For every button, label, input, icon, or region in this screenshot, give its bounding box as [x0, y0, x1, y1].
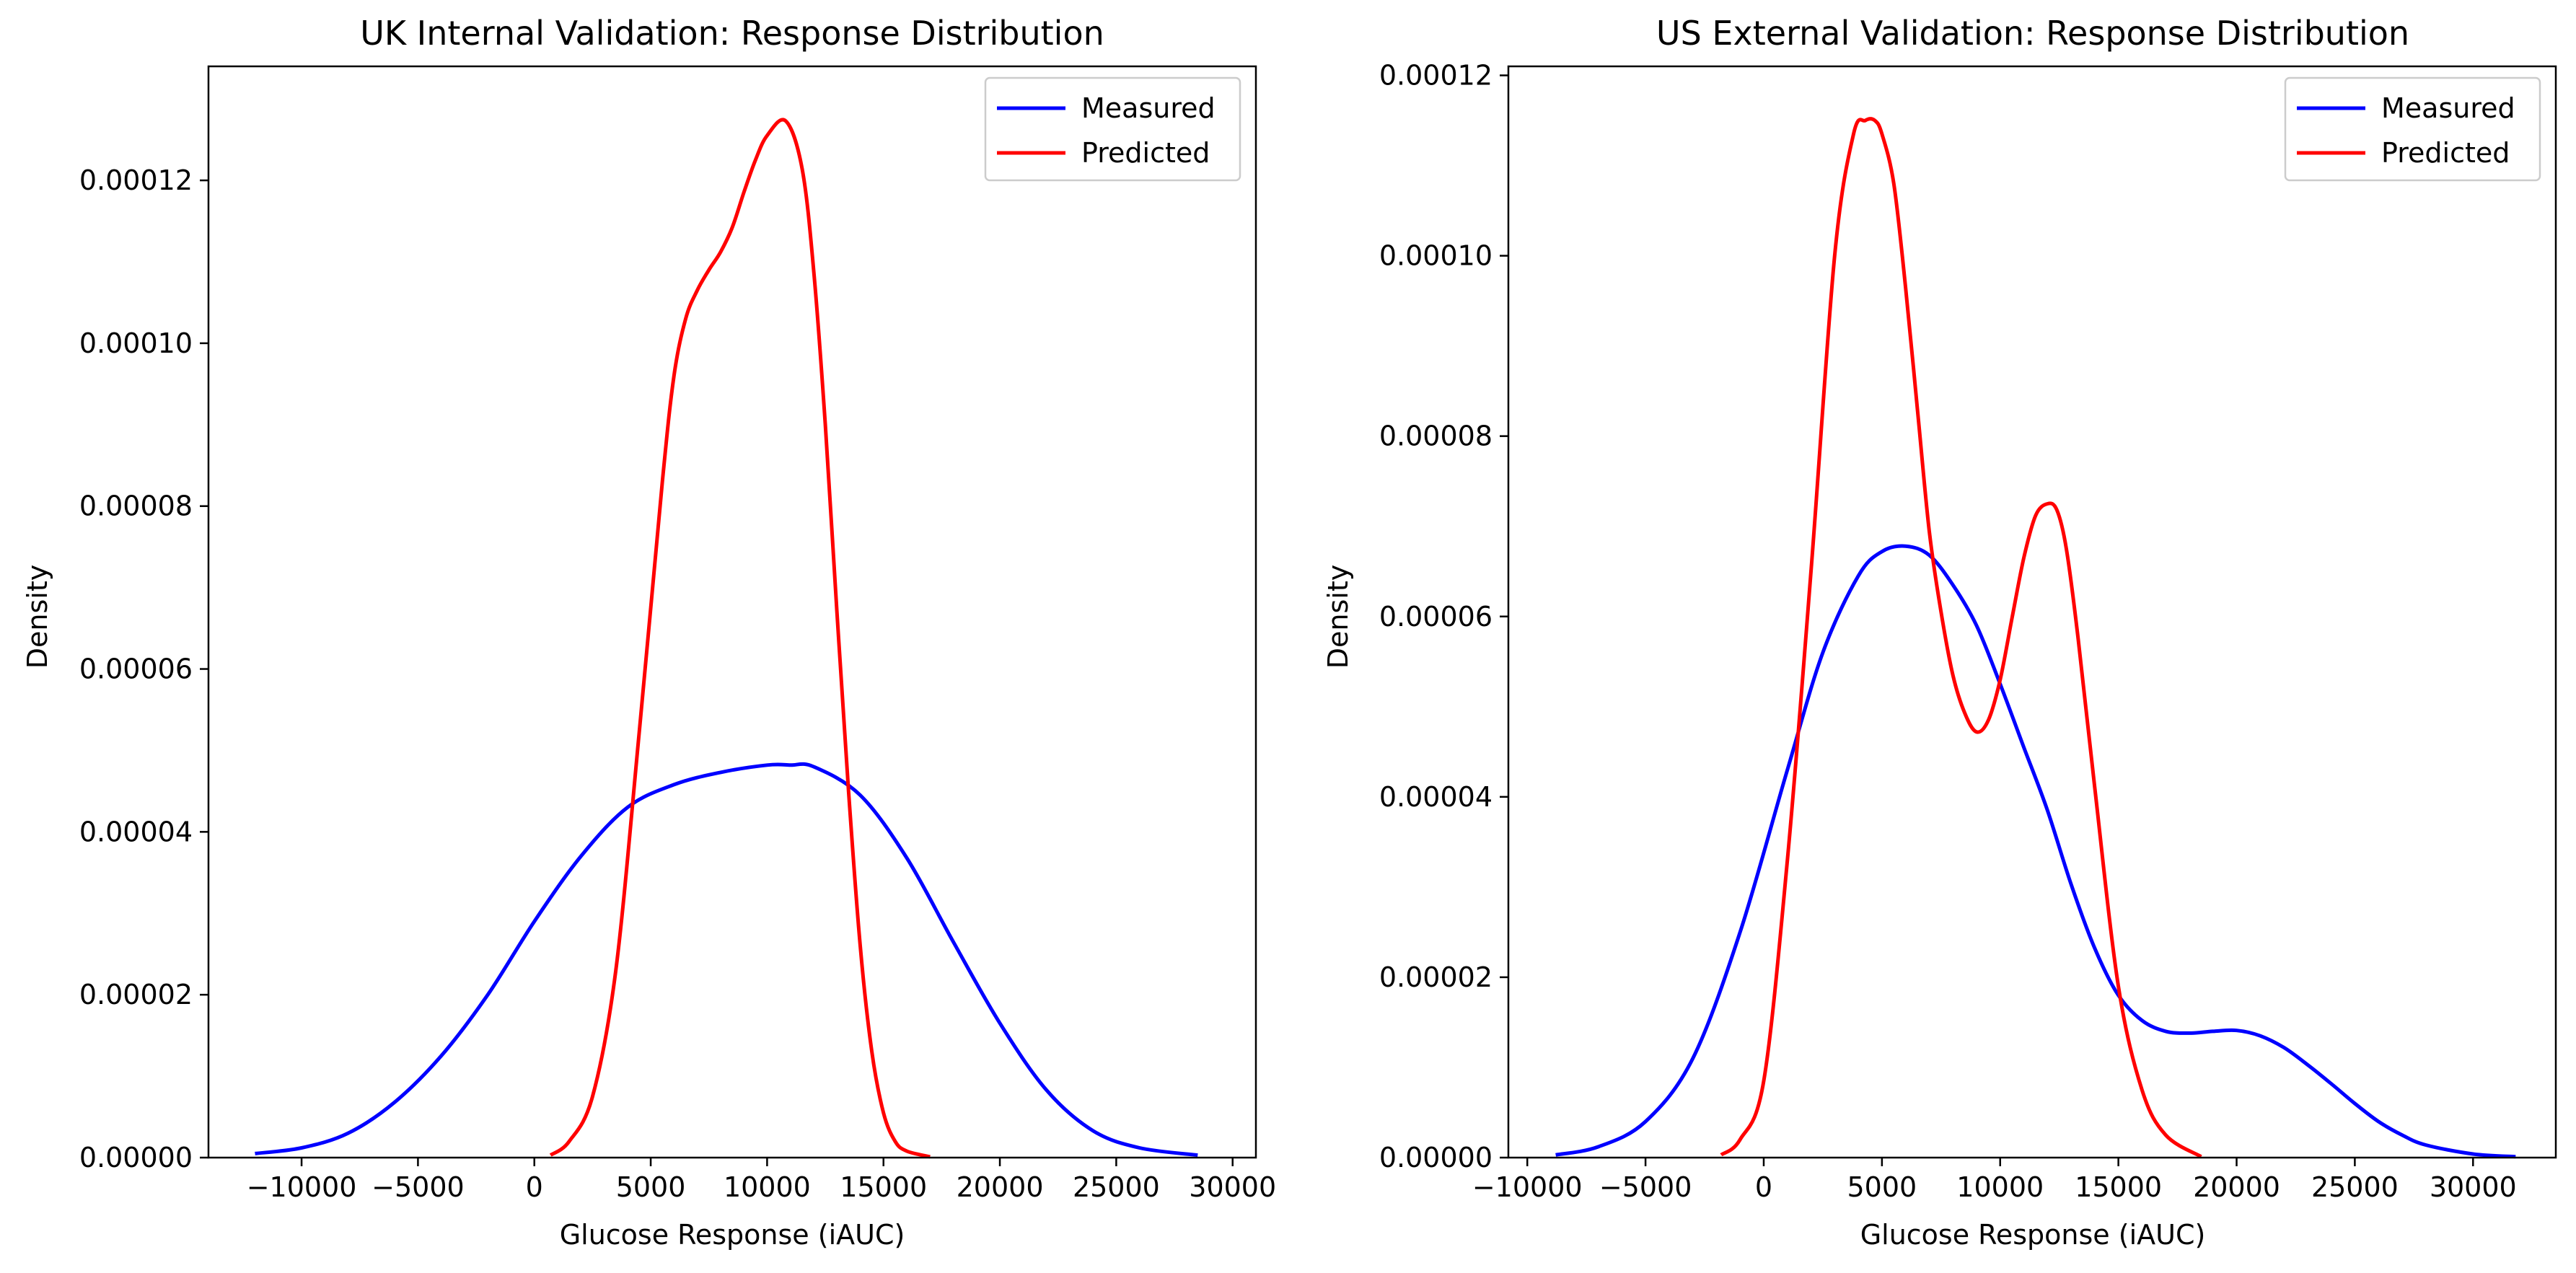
x-tick-label: 25000 [2311, 1171, 2399, 1203]
y-ticks: 0.00000 0.00002 0.00004 0.00006 0.00008 0.000… [79, 164, 208, 1173]
series-line-measured [255, 762, 1198, 1158]
legend-label-predicted: Predicted [2381, 137, 2510, 169]
y-tick-label: 0.00002 [79, 979, 193, 1010]
chart-title: UK Internal Validation: Response Distrib… [360, 14, 1104, 53]
plot-frame [1507, 65, 2557, 1159]
y-tick-label: 0.00004 [1379, 781, 1493, 813]
x-tick-label: 20000 [2193, 1171, 2280, 1203]
y-axis-label: Density [1322, 565, 1354, 669]
legend-label-measured: Measured [2381, 92, 2515, 124]
x-ticks: −10000 −5000 0 5000 10000 15000 20000 25000 3000… [247, 1158, 1276, 1203]
chart-title: US External Validation: Response Distrib… [1656, 14, 2409, 53]
x-tick-label: 15000 [840, 1171, 927, 1203]
y-tick-label: 0.00002 [1379, 961, 1493, 993]
y-tick-label: 0.00004 [79, 816, 193, 847]
y-tick-label: 0.00000 [79, 1142, 193, 1173]
x-tick-label: 25000 [1073, 1171, 1160, 1203]
x-tick-label: 10000 [1956, 1171, 2044, 1203]
y-ticks: 0.00000 0.00002 0.00004 0.00006 0.00008 0.000… [1379, 60, 1508, 1173]
legend-label-predicted: Predicted [1081, 137, 1210, 169]
x-axis-label: Glucose Response (iAUC) [1860, 1219, 2206, 1251]
y-tick-label: 0.00012 [1379, 60, 1493, 92]
series-line-measured [1555, 544, 2516, 1159]
chart-panel-us: US External Validation: Response Distrib… [1322, 14, 2557, 1251]
x-tick-label: 0 [526, 1171, 543, 1203]
y-tick-label: 0.00010 [1379, 240, 1493, 272]
y-tick-label: 0.00008 [79, 490, 193, 522]
x-tick-label: −10000 [247, 1171, 357, 1203]
x-tick-label: 5000 [1847, 1171, 1917, 1203]
y-tick-label: 0.00008 [1379, 420, 1493, 452]
x-axis-label: Glucose Response (iAUC) [560, 1219, 905, 1251]
x-tick-label: 5000 [616, 1171, 686, 1203]
x-ticks: −10000 −5000 0 5000 10000 15000 20000 25000 3000… [1472, 1158, 2517, 1203]
x-tick-label: 0 [1755, 1171, 1772, 1203]
legend-label-measured: Measured [1081, 92, 1216, 124]
legend: Measured Predicted [2284, 76, 2541, 182]
x-tick-label: −5000 [372, 1171, 465, 1203]
y-tick-label: 0.00006 [79, 653, 193, 685]
y-tick-label: 0.00000 [1379, 1142, 1493, 1173]
y-tick-label: 0.00006 [1379, 601, 1493, 633]
x-tick-label: 15000 [2075, 1171, 2162, 1203]
legend: Measured Predicted [984, 76, 1241, 182]
chart-panel-uk: UK Internal Validation: Response Distrib… [22, 14, 1276, 1251]
plot-lines [255, 118, 1198, 1159]
series-line-predicted [1720, 117, 2202, 1158]
x-tick-label: 30000 [2430, 1171, 2517, 1203]
x-tick-label: 30000 [1189, 1171, 1276, 1203]
y-tick-label: 0.00012 [79, 164, 193, 196]
series-line-predicted [549, 118, 931, 1159]
x-tick-label: −10000 [1472, 1171, 1583, 1203]
plot-frame [207, 65, 1257, 1159]
x-tick-label: 20000 [957, 1171, 1044, 1203]
x-tick-label: 10000 [724, 1171, 811, 1203]
y-tick-label: 0.00010 [79, 327, 193, 359]
x-tick-label: −5000 [1599, 1171, 1692, 1203]
plot-lines [1555, 117, 2516, 1159]
y-axis-label: Density [22, 565, 53, 669]
